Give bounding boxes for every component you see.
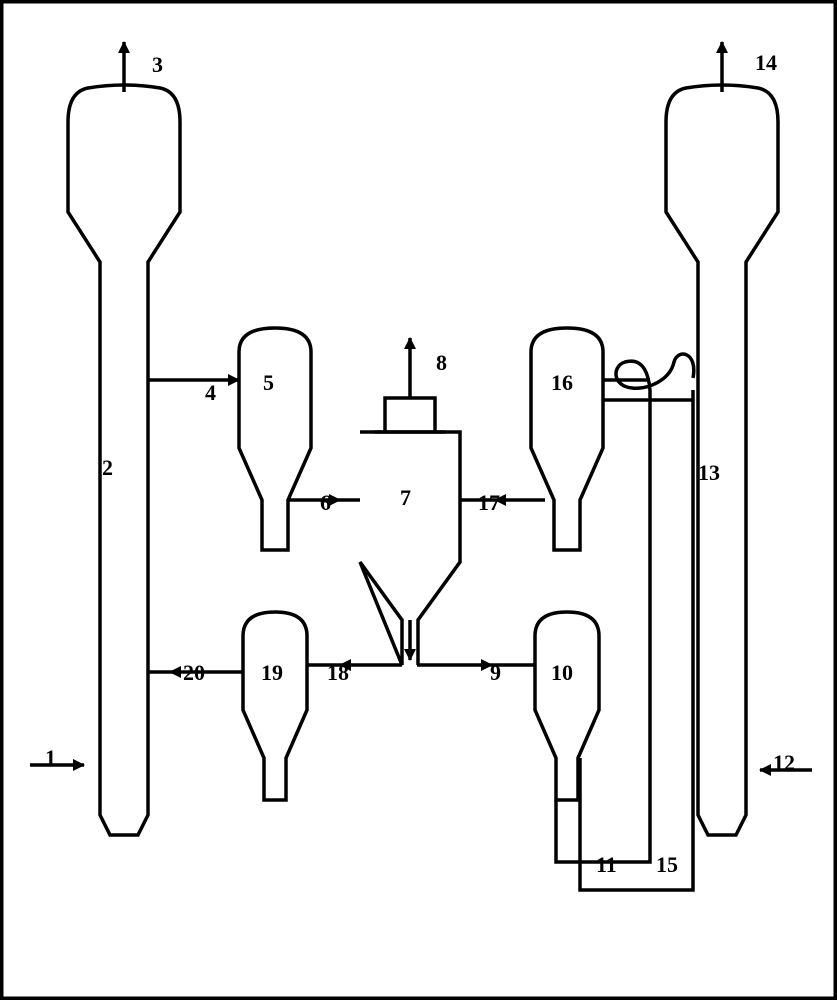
- label-20: 20: [183, 660, 205, 685]
- label-17: 17: [478, 490, 500, 515]
- label-16: 16: [551, 370, 573, 395]
- label-3: 3: [152, 52, 163, 77]
- riser-left: [68, 85, 180, 835]
- label-12: 12: [773, 750, 795, 775]
- label-9: 9: [490, 660, 501, 685]
- connector-c11-inner: [556, 390, 650, 862]
- cyclone-10: [535, 612, 599, 800]
- label-13: 13: [698, 460, 720, 485]
- label-4: 4: [205, 380, 216, 405]
- label-10: 10: [551, 660, 573, 685]
- loop-seal: [616, 354, 694, 390]
- riser-right: [666, 85, 778, 835]
- label-5: 5: [263, 370, 274, 395]
- label-1: 1: [45, 745, 56, 770]
- label-2: 2: [102, 455, 113, 480]
- label-7: 7: [400, 485, 411, 510]
- label-18: 18: [327, 660, 349, 685]
- cyclone-5: [239, 328, 311, 550]
- label-15: 15: [656, 852, 678, 877]
- label-11: 11: [596, 852, 617, 877]
- cyclone-16: [531, 328, 603, 550]
- label-8: 8: [436, 350, 447, 375]
- label-14: 14: [755, 50, 777, 75]
- label-6: 6: [320, 490, 331, 515]
- diagram-svg: 1234567891011121314151617181920: [0, 0, 837, 1000]
- settler-7-chimney: [385, 398, 435, 432]
- label-19: 19: [261, 660, 283, 685]
- cyclone-19: [243, 612, 307, 800]
